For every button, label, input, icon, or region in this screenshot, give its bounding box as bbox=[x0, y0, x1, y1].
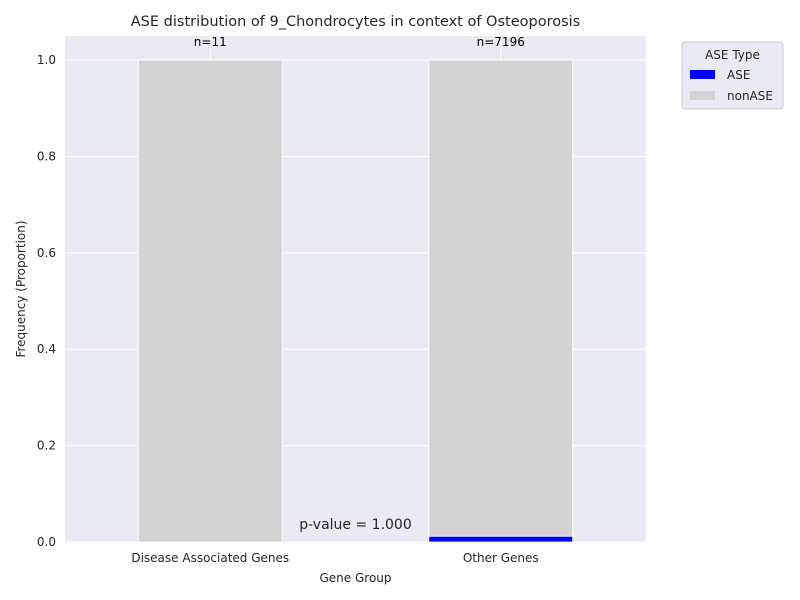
bar-segment-nonase-0 bbox=[137, 59, 283, 543]
legend-swatch-nonase bbox=[690, 91, 715, 100]
p-value-annotation: p-value = 1.000 bbox=[299, 517, 412, 533]
bars bbox=[137, 59, 574, 543]
y-tick-label: 0.6 bbox=[37, 246, 56, 260]
x-axis-label: Gene Group bbox=[319, 571, 391, 585]
y-tick-label: 0.8 bbox=[37, 149, 56, 163]
y-tick-label: 0.2 bbox=[37, 439, 56, 453]
legend: ASE Type ASE nonASE bbox=[681, 41, 784, 110]
x-tick-label: Disease Associated Genes bbox=[131, 551, 289, 565]
legend-label-ase: ASE bbox=[727, 68, 750, 82]
legend-label-nonase: nonASE bbox=[727, 89, 773, 103]
legend-title: ASE Type bbox=[705, 48, 760, 62]
legend-swatch-ase bbox=[690, 70, 715, 79]
y-tick-label: 0.4 bbox=[37, 342, 56, 356]
bar-segment-nonase-1 bbox=[428, 59, 574, 537]
count-labels: n=11 n=7196 bbox=[194, 35, 525, 49]
x-axis-ticks: Disease Associated Genes Other Genes bbox=[131, 551, 538, 565]
bar-segment-ase-1 bbox=[428, 535, 574, 543]
y-tick-label: 0.0 bbox=[37, 535, 56, 549]
y-axis-label: Frequency (Proportion) bbox=[14, 220, 28, 357]
y-tick-label: 1.0 bbox=[37, 53, 56, 67]
count-label: n=7196 bbox=[477, 35, 525, 49]
y-axis-ticks: 0.0 0.2 0.4 0.6 0.8 1.0 bbox=[37, 53, 56, 549]
chart-title: ASE distribution of 9_Chondrocytes in co… bbox=[131, 14, 580, 30]
x-tick-label: Other Genes bbox=[463, 551, 539, 565]
count-label: n=11 bbox=[194, 35, 227, 49]
